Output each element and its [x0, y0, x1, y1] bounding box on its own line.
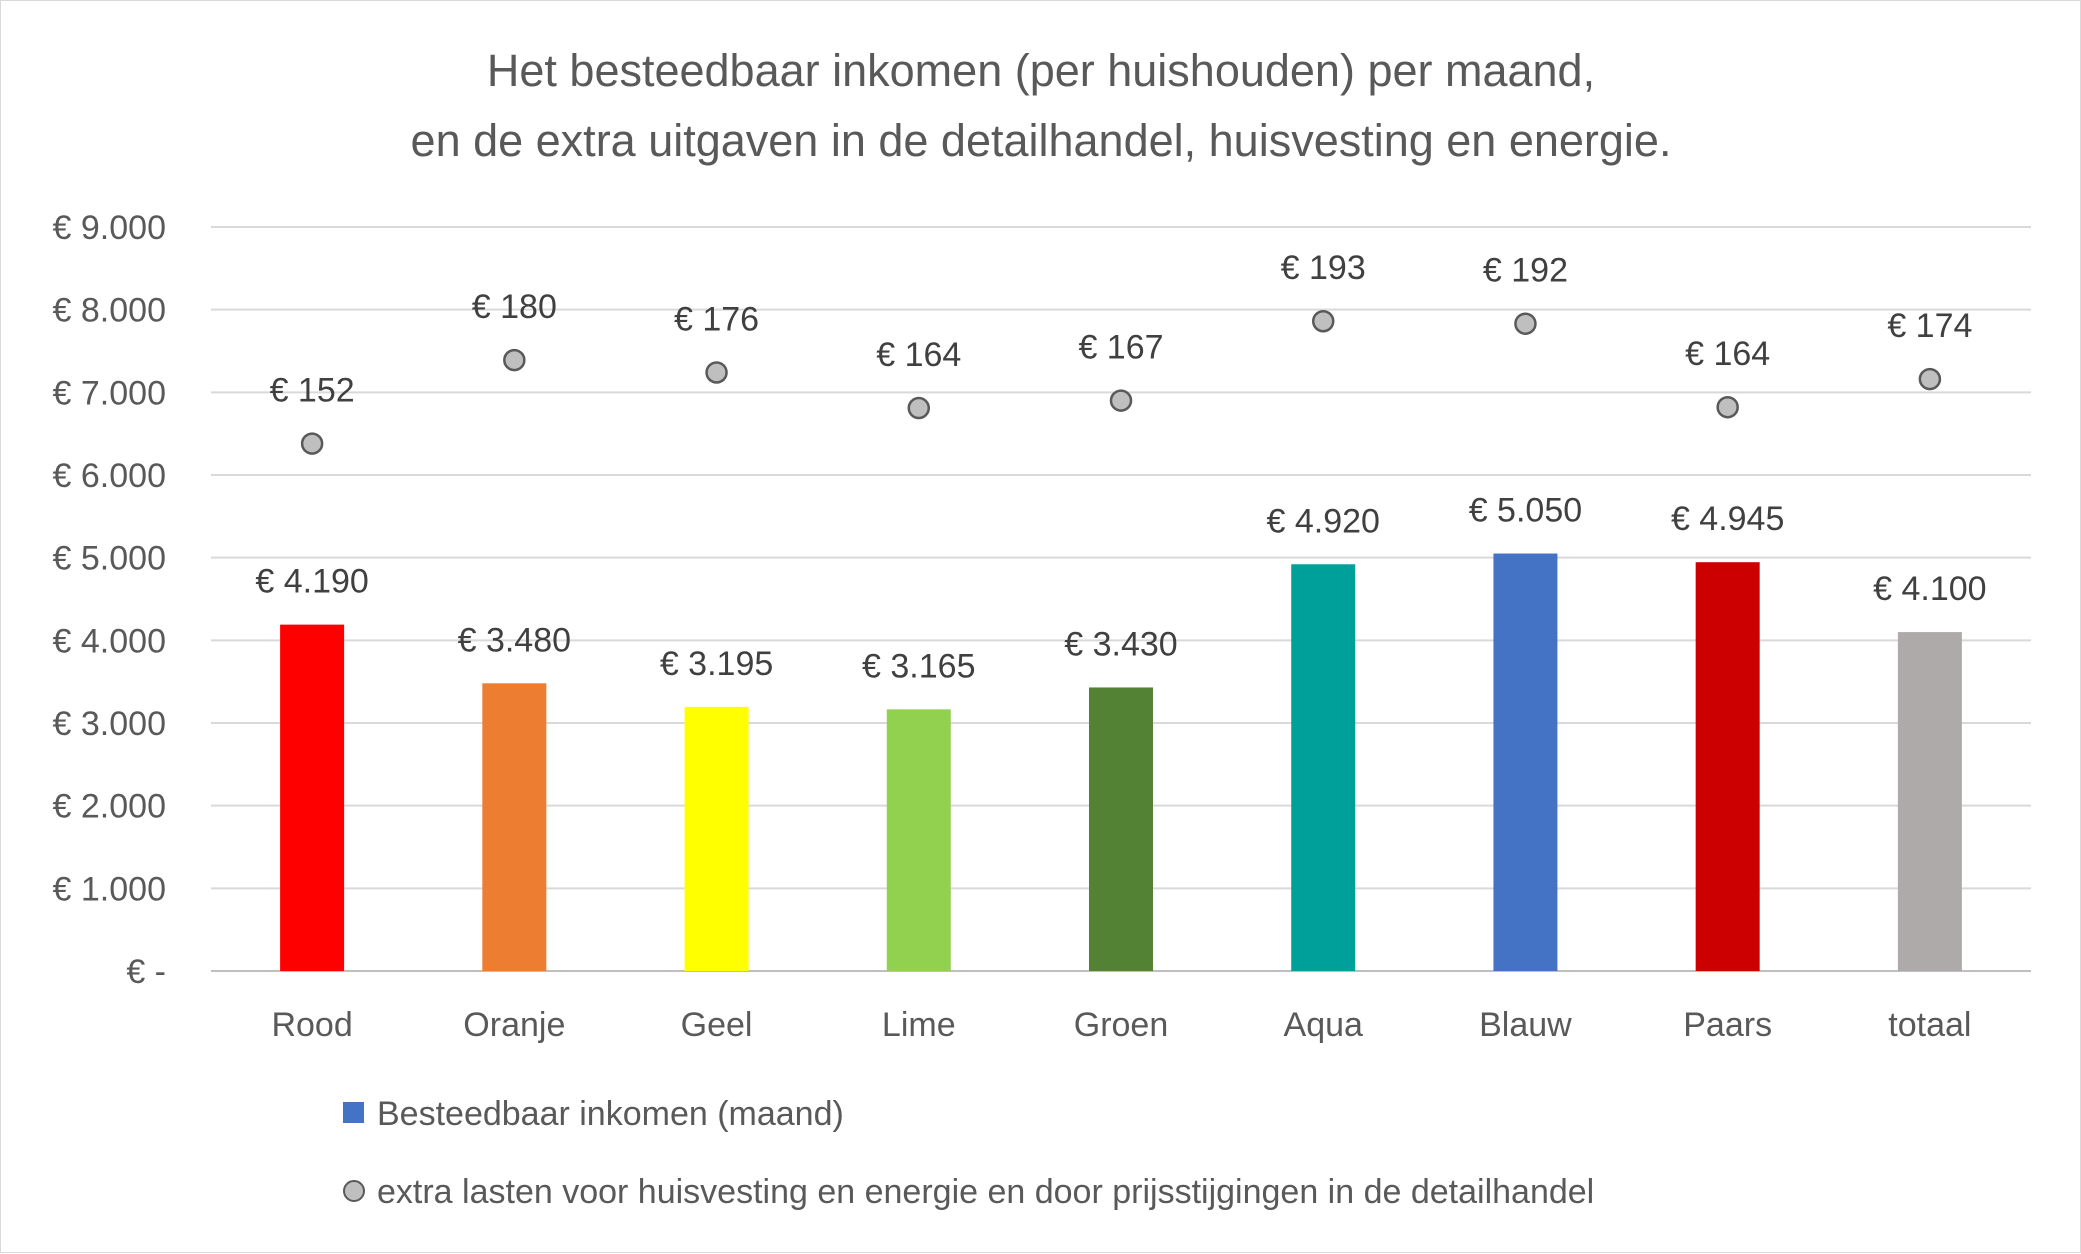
- x-category-label: Oranje: [463, 1006, 565, 1044]
- marker-data-label: € 164: [876, 336, 961, 374]
- bar-series: [280, 553, 1962, 971]
- bar-data-label: € 3.480: [458, 621, 571, 659]
- bar: [1897, 632, 1962, 971]
- y-tick-label: € 8.000: [53, 292, 166, 330]
- y-axis-tick-labels: € - € 1.000 € 2.000 € 3.000 € 4.000 € 5.000 € …: [53, 209, 166, 991]
- y-tick-label: € 7.000: [53, 374, 166, 412]
- bar-data-label: € 3.430: [1064, 625, 1177, 663]
- legend-label-bar: Besteedbaar inkomen (maand): [377, 1095, 844, 1133]
- bar: [1089, 687, 1153, 971]
- chart-title-line-2: en de extra uitgaven in de detailhandel,…: [411, 115, 1672, 166]
- bar: [684, 706, 749, 971]
- x-axis-category-labels: Rood Oranje Geel Lime Groen Aqua Blauw Paars tot…: [271, 1006, 1971, 1044]
- marker-point: [907, 396, 931, 420]
- bar: [1695, 562, 1760, 971]
- bar-data-label: € 5.050: [1469, 492, 1582, 530]
- x-category-label: Geel: [681, 1006, 753, 1044]
- bar-data-label: € 4.920: [1266, 502, 1379, 540]
- marker-point: [1311, 309, 1335, 333]
- bar-data-label: € 4.190: [255, 563, 368, 601]
- y-tick-label: € 3.000: [53, 705, 166, 743]
- bar: [886, 709, 951, 971]
- legend-swatch-bar: [343, 1102, 364, 1123]
- legend-swatch-marker: [343, 1180, 365, 1202]
- y-tick-label: € 4.000: [53, 622, 166, 660]
- y-tick-label: € -: [126, 953, 166, 991]
- y-tick-label: € 6.000: [53, 457, 166, 495]
- marker-data-label: € 192: [1483, 252, 1568, 290]
- marker-data-label: € 174: [1887, 307, 1972, 345]
- x-category-label: Lime: [882, 1006, 956, 1044]
- marker-data-label: € 164: [1685, 335, 1770, 373]
- bar-data-labels: € 4.190 € 3.480 € 3.195 € 3.165 € 3.430 € 4.9…: [255, 492, 1986, 686]
- marker-point: [1716, 395, 1739, 419]
- bar-data-label: € 4.100: [1873, 570, 1986, 608]
- x-category-label: Paars: [1683, 1006, 1772, 1044]
- bar: [280, 624, 345, 971]
- marker-data-label: € 152: [270, 372, 355, 410]
- marker-data-label: € 193: [1281, 249, 1366, 287]
- marker-point: [705, 361, 728, 384]
- marker-point: [1514, 312, 1537, 335]
- marker-point: [300, 432, 324, 455]
- bar: [1291, 564, 1356, 971]
- x-category-label: Rood: [271, 1006, 352, 1044]
- y-tick-label: € 9.000: [53, 209, 166, 247]
- y-tick-label: € 1.000: [53, 870, 166, 908]
- marker-data-labels: € 152 € 180 € 176 € 164 € 167 € 193 € 192 € 164…: [270, 249, 1973, 409]
- bar-data-label: € 4.945: [1671, 500, 1784, 538]
- chart-title: Het besteedbaar inkomen (per huishouden)…: [411, 45, 1672, 166]
- marker-data-label: € 180: [472, 288, 557, 326]
- marker-point: [1109, 389, 1133, 412]
- marker-data-label: € 176: [674, 300, 759, 338]
- legend: Besteedbaar inkomen (maand) extra lasten…: [343, 1095, 1594, 1211]
- x-category-label: Groen: [1074, 1006, 1169, 1044]
- marker-series: [300, 309, 1942, 455]
- bar-data-label: € 3.165: [862, 647, 975, 685]
- chart-title-line-1: Het besteedbaar inkomen (per huishouden)…: [487, 45, 1595, 96]
- bar: [1493, 553, 1558, 971]
- x-category-label: totaal: [1888, 1006, 1971, 1044]
- marker-data-label: € 167: [1078, 329, 1163, 367]
- x-category-label: Aqua: [1284, 1006, 1363, 1044]
- x-category-label: Blauw: [1479, 1006, 1572, 1044]
- y-tick-label: € 5.000: [53, 540, 166, 578]
- y-tick-label: € 2.000: [53, 788, 166, 826]
- marker-point: [503, 348, 526, 372]
- legend-label-marker: extra lasten voor huisvesting en energie…: [377, 1173, 1594, 1211]
- bar: [482, 683, 547, 971]
- marker-point: [1918, 367, 1942, 391]
- bar-data-label: € 3.195: [660, 645, 773, 683]
